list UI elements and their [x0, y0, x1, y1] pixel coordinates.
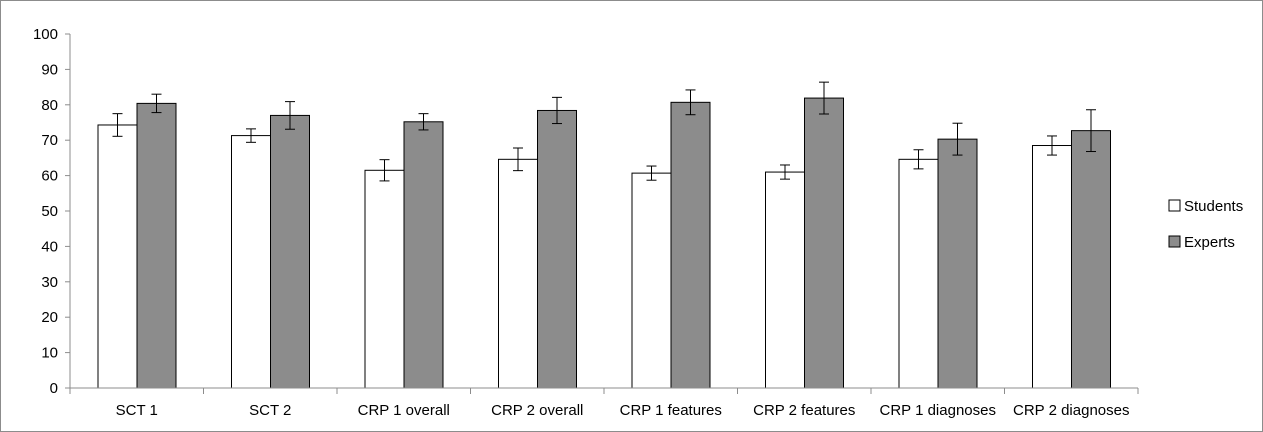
x-tick-label: CRP 2 features: [753, 402, 855, 419]
x-tick-label: SCT 1: [116, 402, 158, 419]
bar-students: [97, 124, 138, 389]
y-tick-label: 70: [41, 132, 58, 149]
bar-experts: [270, 114, 310, 389]
bar-experts: [403, 121, 444, 389]
x-tick-label: CRP 1 features: [620, 402, 722, 419]
legend-label-experts: Experts: [1184, 234, 1235, 251]
x-tick-label: CRP 2 overall: [491, 402, 583, 419]
y-tick-label: 100: [33, 26, 58, 43]
legend-swatch-experts: [1168, 235, 1181, 248]
x-tick-label: CRP 1 overall: [358, 402, 450, 419]
x-tick-label: CRP 2 diagnoses: [1013, 402, 1129, 419]
bar-students: [231, 135, 271, 389]
y-tick-label: 60: [41, 168, 58, 185]
bar-students: [1032, 145, 1072, 389]
bar-experts: [136, 102, 177, 389]
y-tick-label: 0: [50, 380, 58, 397]
legend-swatch-students: [1168, 199, 1181, 212]
y-tick-label: 30: [41, 274, 58, 291]
legend-label-students: Students: [1184, 198, 1243, 215]
bar-students: [631, 172, 672, 389]
bar-students: [765, 171, 805, 389]
bar-experts: [804, 97, 844, 389]
bar-experts: [1071, 130, 1111, 389]
y-tick-label: 80: [41, 97, 58, 114]
bar-experts: [937, 138, 978, 389]
legend: Students Experts: [1168, 198, 1243, 251]
plot-area: [97, 81, 1111, 389]
x-tick-label: SCT 2: [249, 402, 291, 419]
bar-students: [498, 158, 538, 389]
bar-experts: [670, 101, 711, 389]
bar-students: [898, 158, 939, 389]
y-tick-label: 10: [41, 345, 58, 362]
y-tick-label: 20: [41, 309, 58, 326]
y-tick-label: 50: [41, 203, 58, 220]
y-tick-label: 90: [41, 61, 58, 78]
bar-students: [364, 169, 405, 389]
axes: 0 10 20 30 40 50 60 70 80 90 100 SCT 1 SCT 2 CRP 1 ov…: [33, 26, 1139, 419]
x-tick-label: CRP 1 diagnoses: [880, 402, 996, 419]
bar-experts: [537, 109, 577, 389]
y-tick-label: 40: [41, 238, 58, 255]
